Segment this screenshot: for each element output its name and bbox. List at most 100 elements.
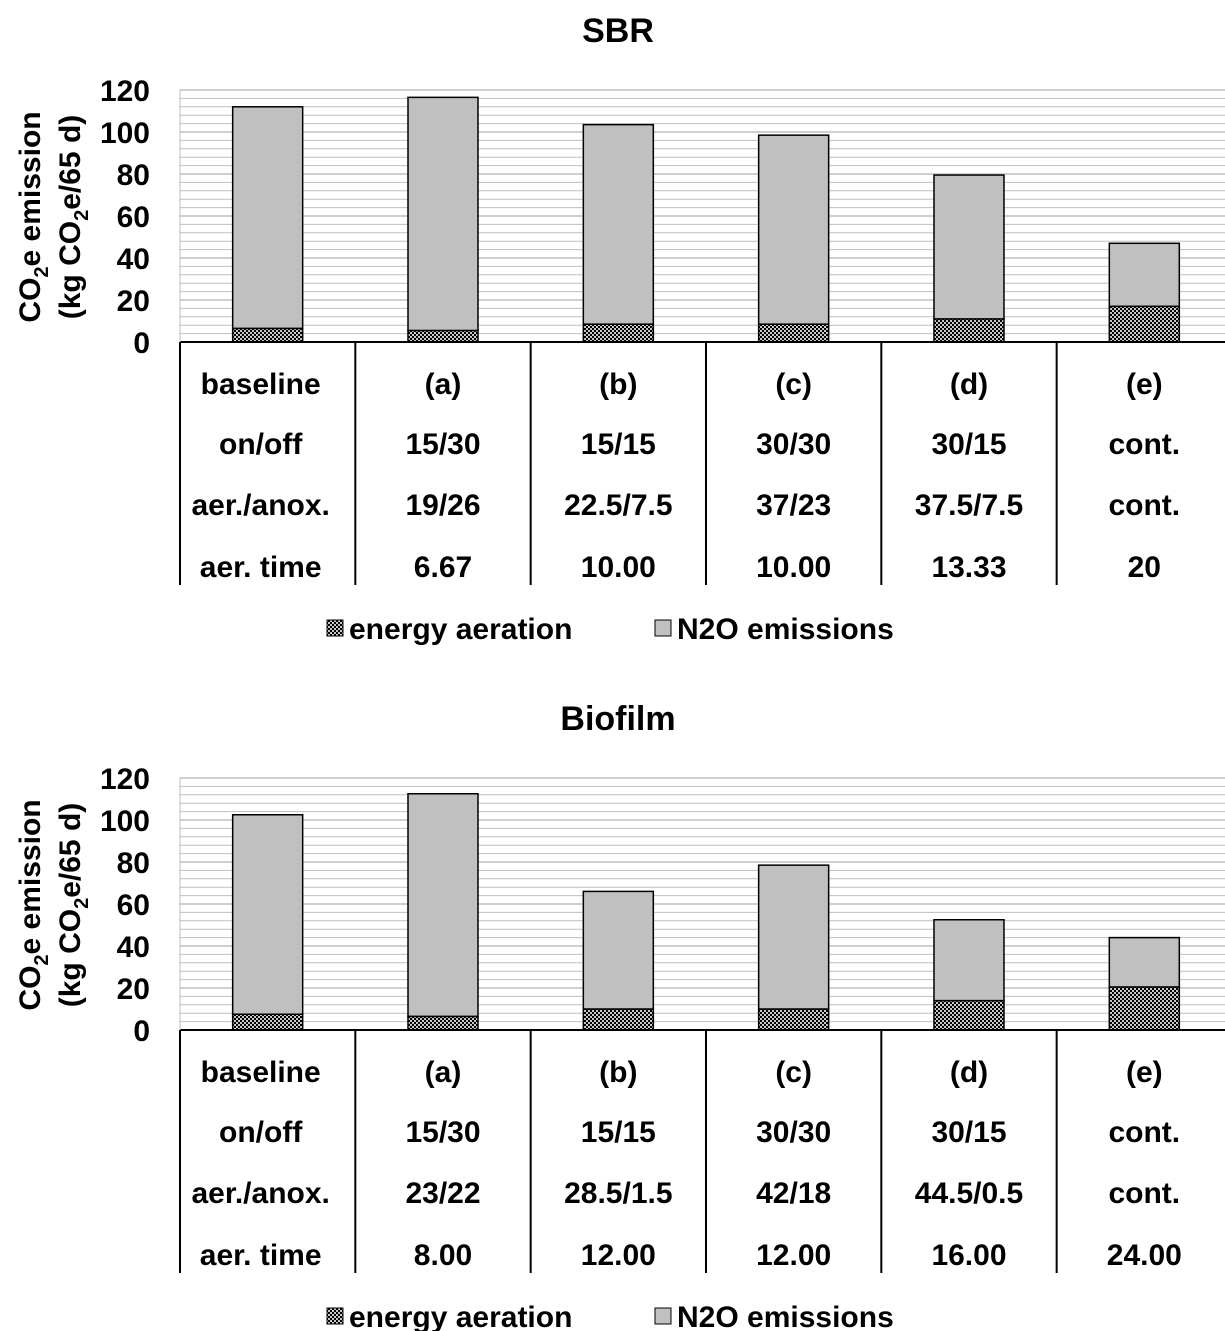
- axis-table-cell: on/off: [219, 1116, 303, 1149]
- axis-table-cell: 15/30: [405, 1116, 480, 1149]
- legend: energy aeration N2O emissions: [326, 1301, 894, 1331]
- legend-swatch-energy-aeration: [326, 1307, 344, 1325]
- axis-table-cell: cont.: [1108, 1116, 1180, 1149]
- axis-table-cell: 37.5/7.5: [915, 489, 1023, 522]
- axis-table-cell: (e): [1126, 1056, 1163, 1089]
- y-tick-label: 80: [117, 159, 150, 192]
- axis-table-cell: aer./anox.: [191, 1177, 329, 1210]
- y-tick-label: 60: [117, 889, 150, 922]
- legend: energy aeration N2O emissions: [326, 613, 894, 646]
- y-tick-label: 120: [100, 763, 150, 796]
- bar-energy-aeration: [1108, 986, 1181, 1031]
- axis-table-cell: 10.00: [756, 551, 831, 584]
- axis-table-cell: (c): [775, 1056, 812, 1089]
- axis-table-cell: cont.: [1108, 1177, 1180, 1210]
- y-axis-label-line2: (kg CO2e/65 d): [54, 115, 93, 320]
- bar-energy-aeration: [407, 1015, 479, 1031]
- y-tick-label: 40: [117, 243, 150, 276]
- axis-table-cell: 24.00: [1107, 1239, 1182, 1272]
- legend-swatch-energy-aeration: [326, 619, 344, 637]
- y-tick-label: 20: [117, 285, 150, 318]
- y-tick-label: 0: [133, 327, 150, 360]
- axis-table-cell: 30/15: [931, 1116, 1006, 1149]
- bar-n2o-emissions: [757, 864, 830, 1010]
- axis-table-cell: 8.00: [414, 1239, 472, 1272]
- axis-table-cell: baseline: [201, 368, 321, 401]
- bar-n2o-emissions: [933, 919, 1005, 1002]
- bar-energy-aeration: [757, 323, 830, 343]
- bar-n2o-emissions: [1108, 242, 1181, 308]
- axis-table-cell: cont.: [1108, 489, 1180, 522]
- axis-table-cell: 30/15: [931, 428, 1006, 461]
- chart-panel-sbr: SBR 0 20 40 60 80 100 120 CO2e emission(kg CO2e/…: [14, 12, 1225, 646]
- bar-energy-aeration: [933, 999, 1005, 1031]
- axis-table-cell: 28.5/1.5: [564, 1177, 672, 1210]
- axis-table-cell: 30/30: [756, 1116, 831, 1149]
- axis-table-cell: baseline: [201, 1056, 321, 1089]
- bar-energy-aeration: [933, 318, 1005, 343]
- y-tick-label: 100: [100, 117, 150, 150]
- bar-n2o-emissions: [933, 174, 1005, 320]
- axis-table-cell: 12.00: [581, 1239, 656, 1272]
- axis-table-cell: aer./anox.: [191, 489, 329, 522]
- y-tick-label: 60: [117, 201, 150, 234]
- axis-table-cell: 15/30: [405, 428, 480, 461]
- bar-energy-aeration: [231, 1013, 304, 1031]
- axis-table-cell: (c): [775, 368, 812, 401]
- y-axis-label-line1: CO2e emission: [14, 111, 53, 322]
- bar-energy-aeration: [231, 327, 304, 343]
- axis-table-cell: cont.: [1108, 428, 1180, 461]
- bar-energy-aeration: [582, 1008, 655, 1031]
- chart-title: Biofilm: [560, 700, 675, 738]
- bar-n2o-emissions: [231, 106, 304, 330]
- axis-table-cell: 19/26: [405, 489, 480, 522]
- bar-n2o-emissions: [582, 890, 655, 1010]
- bar-energy-aeration: [757, 1008, 830, 1031]
- axis-table-cell: 42/18: [756, 1177, 831, 1210]
- axis-table-cell: 10.00: [581, 551, 656, 584]
- bar-n2o-emissions: [1108, 936, 1181, 988]
- bar-energy-aeration: [407, 329, 479, 343]
- y-tick-label: 80: [117, 847, 150, 880]
- axis-table-cell: 12.00: [756, 1239, 831, 1272]
- bar-energy-aeration: [582, 323, 655, 343]
- y-tick-label: 120: [100, 75, 150, 108]
- axis-table-cell: 6.67: [414, 551, 472, 584]
- legend-swatch-n2o-emissions: [654, 1307, 672, 1325]
- axis-table-cell: 37/23: [756, 489, 831, 522]
- bar-n2o-emissions: [231, 814, 304, 1015]
- y-tick-label: 40: [117, 931, 150, 964]
- axis-table-cell: (b): [599, 368, 637, 401]
- axis-table-cell: 23/22: [405, 1177, 480, 1210]
- axis-table-cell: 44.5/0.5: [915, 1177, 1023, 1210]
- legend-label-energy-aeration: energy aeration: [349, 1301, 572, 1331]
- axis-table-cell: aer. time: [200, 1239, 322, 1272]
- chart-title: SBR: [582, 12, 654, 50]
- y-axis-label: CO2e emission(kg CO2e/65 d): [14, 799, 93, 1010]
- legend-label-n2o-emissions: N2O emissions: [677, 613, 894, 646]
- axis-table-cell: on/off: [219, 428, 303, 461]
- y-tick-label: 100: [100, 805, 150, 838]
- axis-table-cell: (d): [950, 368, 988, 401]
- axis-table-cell: (a): [425, 368, 462, 401]
- legend-label-n2o-emissions: N2O emissions: [677, 1301, 894, 1331]
- legend-swatch-n2o-emissions: [654, 619, 672, 637]
- axis-table-cell: (b): [599, 1056, 637, 1089]
- axis-table-cell: 15/15: [581, 1116, 656, 1149]
- y-axis-label-line2: (kg CO2e/65 d): [54, 803, 93, 1008]
- axis-table-cell: 15/15: [581, 428, 656, 461]
- bar-n2o-emissions: [407, 793, 479, 1018]
- axis-table-cell: 30/30: [756, 428, 831, 461]
- bar-energy-aeration: [1108, 305, 1181, 343]
- bar-n2o-emissions: [582, 123, 655, 325]
- legend-label-energy-aeration: energy aeration: [349, 613, 572, 646]
- bar-n2o-emissions: [407, 96, 479, 332]
- y-axis-label-line1: CO2e emission: [14, 799, 53, 1010]
- y-tick-label: 0: [133, 1015, 150, 1048]
- axis-table-cell: (e): [1126, 368, 1163, 401]
- axis-table-cell: 13.33: [931, 551, 1006, 584]
- y-tick-label: 20: [117, 973, 150, 1006]
